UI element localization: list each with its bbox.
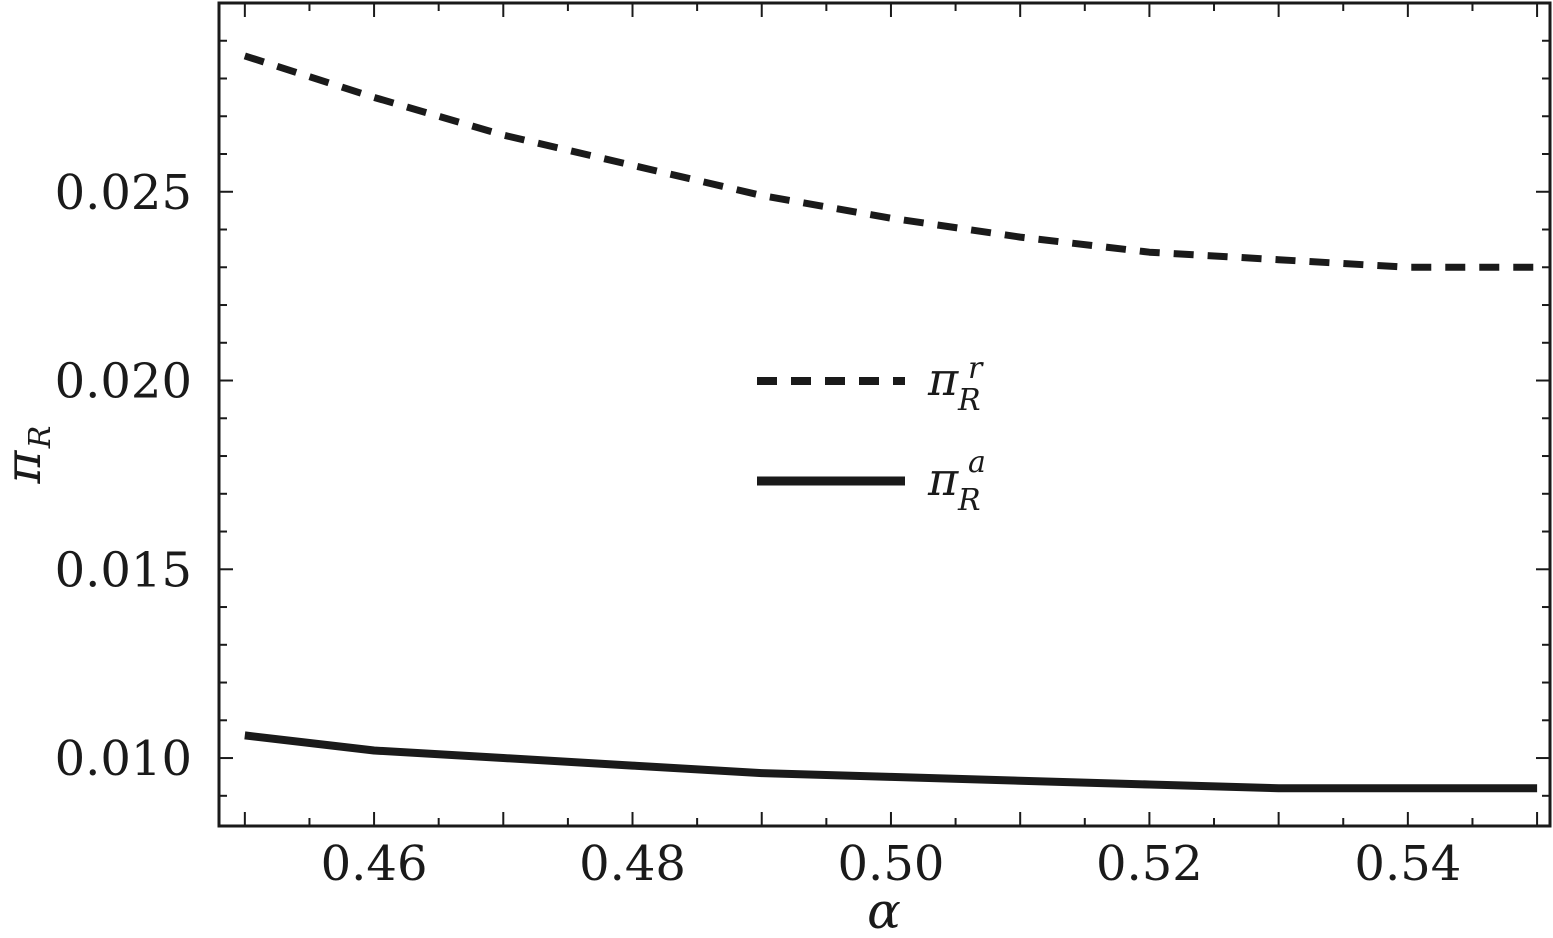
x-tick-label: 0.50 (838, 836, 945, 892)
y-tick-label: 0.025 (55, 165, 192, 221)
x-tick-label: 0.52 (1096, 836, 1203, 892)
y-tick-label: 0.020 (55, 354, 192, 410)
series-line-a (244, 731, 1538, 793)
legend-label-a: π (927, 452, 959, 506)
legend-label-r-sup: r (968, 351, 984, 386)
plot-frame (217, 1, 1552, 828)
legend-label-a-sup: a (968, 445, 986, 480)
legend-label-a-sub: R (957, 483, 981, 518)
ticks-layer (219, 2, 1550, 826)
series-line-r (243, 52, 1538, 271)
x-tick-label: 0.46 (321, 836, 428, 892)
y-axis-label-subscript: R (23, 426, 58, 450)
tick-labels-layer: 0.46 0.48 0.50 0.52 0.54 0.010 0.015 0.020 0.025 (55, 165, 1462, 892)
y-axis-label-group: π R (0, 426, 58, 485)
legend-label-r-sub: R (957, 383, 981, 418)
legend-label-r: π (927, 352, 959, 406)
series-layer (243, 52, 1538, 793)
legend: π R r π R a (757, 351, 986, 518)
x-tick-label: 0.48 (579, 836, 686, 892)
x-axis-label: α (867, 882, 901, 933)
y-axis-label: π (0, 449, 52, 484)
y-tick-label: 0.015 (55, 542, 192, 598)
y-tick-label: 0.010 (55, 731, 192, 787)
x-tick-label: 0.54 (1354, 836, 1461, 892)
